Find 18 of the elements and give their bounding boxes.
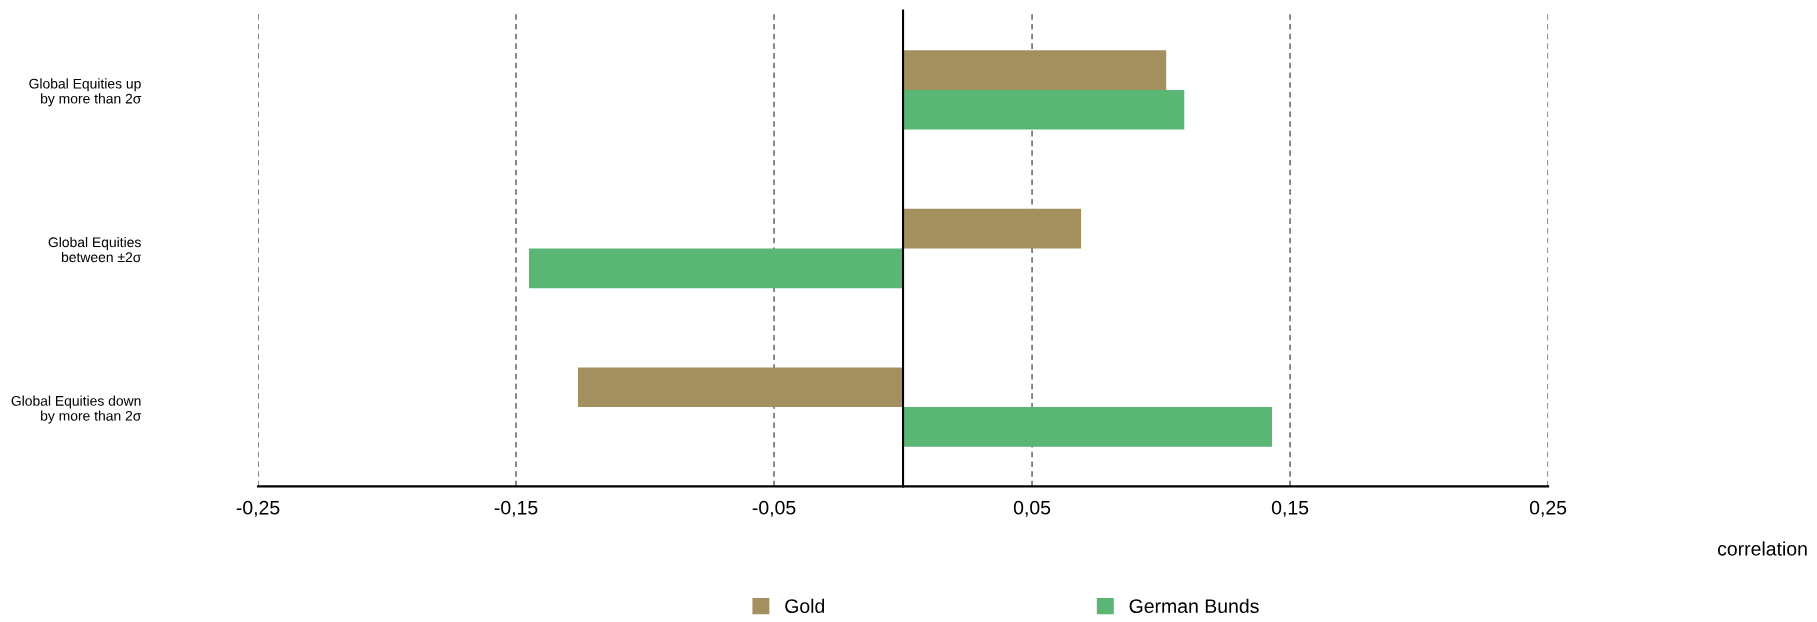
x-tick-label: 0,25 [1529, 500, 1567, 517]
x-tick-label: -0,15 [494, 500, 538, 517]
y-tick-label: Global Equities up by more than 2σ [29, 78, 142, 107]
bar [903, 89, 1185, 130]
bar [528, 248, 904, 289]
x-tick-label: 0,15 [1271, 500, 1309, 517]
y-tick-label: Global Equities down by more than 2σ [11, 395, 142, 424]
text: correlation [1717, 541, 1807, 556]
x-tick-label: -0,05 [752, 500, 796, 517]
x-tick-label: -0,25 [236, 500, 280, 517]
bar [577, 367, 904, 408]
bar [903, 407, 1273, 447]
x-tick-label: 0,05 [1013, 500, 1051, 517]
y-tick-label: Global Equities between ±2σ [48, 236, 142, 263]
bar [903, 50, 1167, 90]
legend-label: German Bunds [1129, 598, 1259, 614]
legend-label: Gold [785, 598, 825, 614]
bar [903, 208, 1082, 249]
